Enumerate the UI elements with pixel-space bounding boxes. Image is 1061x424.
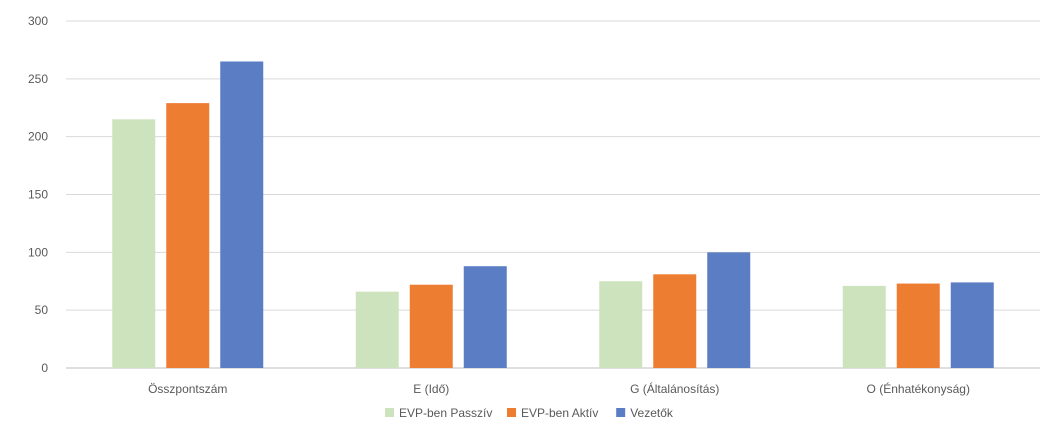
y-tick-label: 150	[28, 188, 48, 202]
bar	[599, 281, 643, 368]
x-category-label: O (Énhatékonyság)	[867, 381, 970, 396]
legend-swatch	[385, 408, 394, 417]
bar	[896, 283, 940, 368]
y-tick-label: 200	[28, 130, 48, 144]
x-axis-category-labels: Összpontszám E (Idő) G (Általánosítás) O (É…	[148, 381, 970, 396]
bar	[112, 119, 156, 368]
bar	[707, 252, 751, 368]
bar	[653, 274, 697, 368]
legend-label: Vezetők	[630, 406, 674, 420]
y-tick-label: 0	[41, 361, 48, 375]
legend-swatch	[616, 408, 626, 417]
x-category-label: Összpontszám	[148, 382, 227, 396]
y-tick-label: 300	[28, 14, 48, 28]
legend-label: EVP-ben Aktív	[521, 406, 598, 420]
bar	[355, 291, 399, 368]
gridlines	[66, 20, 1040, 369]
bar	[409, 284, 453, 368]
bar	[166, 103, 210, 368]
legend-label: EVP-ben Passzív	[399, 406, 492, 420]
x-category-label: G (Általánosítás)	[630, 381, 719, 396]
bar	[842, 285, 886, 368]
y-tick-label: 250	[28, 72, 48, 86]
bar	[950, 282, 994, 368]
y-tick-label: 100	[28, 245, 48, 259]
y-axis-tick-labels: 0 50 100 150 200 250 300	[28, 14, 48, 375]
legend: EVP-ben Passzív EVP-ben Aktív Vezetők	[385, 406, 674, 420]
bar	[463, 266, 507, 368]
y-tick-label: 50	[35, 303, 49, 317]
bar	[220, 61, 264, 368]
x-category-label: E (Idő)	[413, 382, 449, 396]
bars	[112, 61, 994, 368]
legend-swatch	[507, 408, 516, 417]
